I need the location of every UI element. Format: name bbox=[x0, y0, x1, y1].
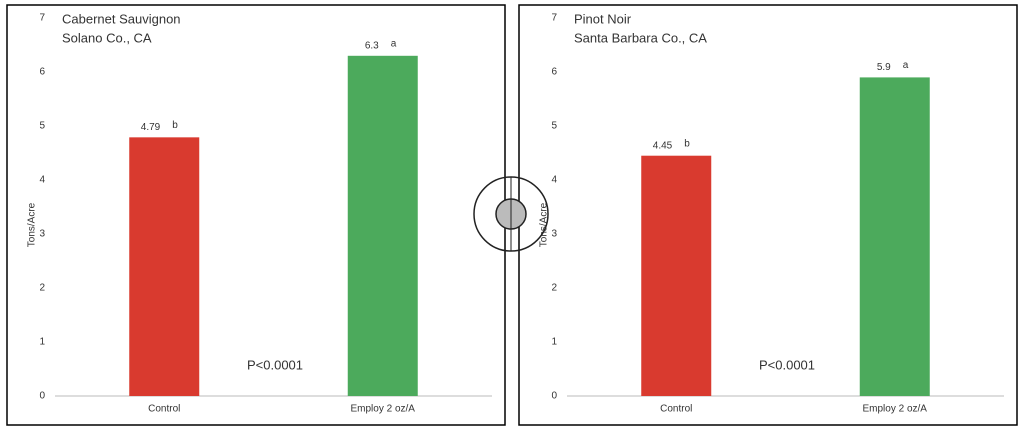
chart-subtitle: Santa Barbara Co., CA bbox=[574, 30, 707, 45]
y-tick-label: 5 bbox=[551, 121, 557, 132]
y-tick-label: 6 bbox=[551, 67, 557, 78]
cursor-overlay bbox=[473, 176, 549, 252]
bar bbox=[129, 137, 200, 396]
y-tick-label: 1 bbox=[551, 337, 557, 348]
chart-title: Pinot Noir bbox=[574, 11, 632, 26]
x-tick-label: Control bbox=[660, 404, 692, 415]
significance-letter: a bbox=[903, 60, 909, 71]
y-tick-label: 2 bbox=[551, 283, 557, 294]
y-tick-label: 3 bbox=[551, 229, 557, 240]
value-label: 4.45 bbox=[653, 140, 673, 151]
chart-subtitle: Solano Co., CA bbox=[62, 30, 152, 45]
p-value-annotation: P<0.0001 bbox=[247, 357, 303, 372]
significance-letter: a bbox=[391, 38, 397, 49]
chart-title: Cabernet Sauvignon bbox=[62, 11, 181, 26]
bar bbox=[347, 55, 418, 397]
bar bbox=[859, 77, 930, 397]
significance-letter: b bbox=[684, 138, 690, 149]
x-tick-label: Control bbox=[148, 404, 180, 415]
y-tick-label: 7 bbox=[551, 13, 557, 24]
x-tick-label: Employ 2 oz/A bbox=[351, 404, 416, 415]
y-tick-label: 6 bbox=[39, 67, 45, 78]
value-label: 4.79 bbox=[141, 122, 161, 133]
y-tick-label: 2 bbox=[39, 283, 45, 294]
y-tick-label: 0 bbox=[39, 391, 45, 402]
value-label: 6.3 bbox=[365, 40, 379, 51]
y-tick-label: 4 bbox=[551, 175, 557, 186]
y-tick-label: 4 bbox=[39, 175, 45, 186]
value-label: 5.9 bbox=[877, 62, 891, 73]
x-tick-label: Employ 2 oz/A bbox=[863, 404, 928, 415]
y-tick-label: 1 bbox=[39, 337, 45, 348]
y-axis-label: Tons/Acre bbox=[27, 202, 38, 247]
significance-letter: b bbox=[172, 120, 178, 131]
y-tick-label: 3 bbox=[39, 229, 45, 240]
p-value-annotation: P<0.0001 bbox=[759, 357, 815, 372]
y-tick-label: 5 bbox=[39, 121, 45, 132]
bar bbox=[641, 155, 712, 396]
y-tick-label: 7 bbox=[39, 13, 45, 24]
y-axis-label: Tons/Acre bbox=[539, 202, 550, 247]
y-tick-label: 0 bbox=[551, 391, 557, 402]
